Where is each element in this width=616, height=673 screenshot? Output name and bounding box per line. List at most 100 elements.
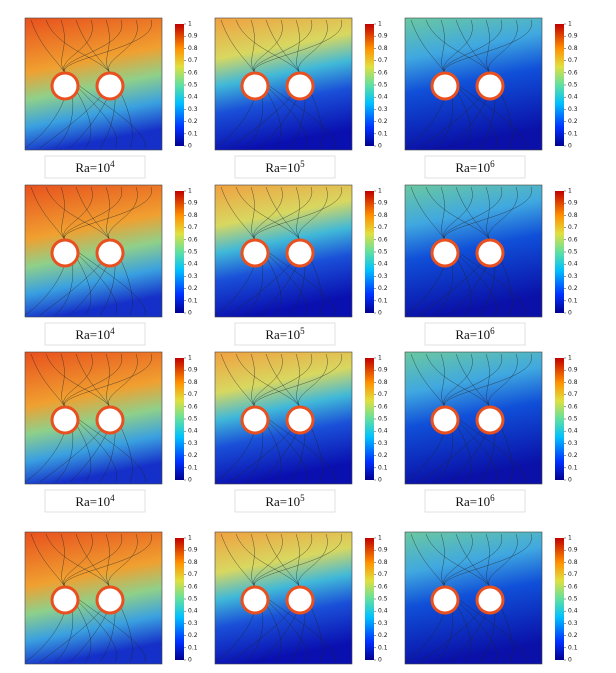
colorbar-tick-label: 0.2 — [378, 632, 388, 639]
label-text: Ra=10 — [75, 494, 110, 509]
colorbar-tick-label: 0.1 — [188, 297, 198, 304]
colorbar-tick-label: 0.9 — [188, 200, 198, 207]
cylinder — [475, 238, 505, 268]
colorbar-tick-label: 0.3 — [378, 273, 388, 280]
colorbar-tick-label: 0.8 — [568, 212, 578, 219]
colorbar-tick-label: 0.1 — [378, 130, 388, 137]
colorbar-tick-label: 1 — [378, 355, 382, 362]
colorbar-tick-label: 0.8 — [568, 45, 578, 52]
label-exponent: 4 — [110, 159, 115, 169]
colorbar-tick-label: 0.4 — [568, 94, 578, 101]
colorbar-tick-label: 0.7 — [188, 224, 198, 231]
colorbar — [175, 191, 184, 313]
panel-label: Ra=105 — [265, 493, 305, 509]
contour-field — [214, 17, 353, 151]
colorbar — [365, 358, 374, 480]
colorbar-tick-label: 0.5 — [188, 596, 198, 603]
colorbar-tick-label: 0.3 — [378, 106, 388, 113]
panel-label: Ra=105 — [265, 326, 305, 342]
label-exponent: 6 — [490, 326, 495, 336]
colorbar-tick-label: 0.7 — [378, 224, 388, 231]
colorbar-tick-label: 0.9 — [568, 547, 578, 554]
colorbar-tick-label: 0.5 — [188, 82, 198, 89]
colorbar-tick-label: 0.6 — [568, 69, 578, 76]
colorbar-tick-label: 0.1 — [188, 644, 198, 651]
colorbar-tick-label: 0.2 — [378, 285, 388, 292]
colorbar-tick-label: 0.2 — [188, 285, 198, 292]
colorbar-tick-label: 0.1 — [568, 464, 578, 471]
cylinder — [430, 238, 460, 268]
panel-label: Ra=104 — [75, 493, 115, 509]
colorbar-tick-label: 0.2 — [378, 452, 388, 459]
label-box — [234, 155, 336, 179]
label-exponent: 4 — [110, 326, 115, 336]
colorbar — [365, 191, 374, 313]
colorbar-tick-label: 0.8 — [188, 45, 198, 52]
colorbar-tick-label: 0.1 — [188, 130, 198, 137]
label-exponent: 6 — [490, 493, 495, 503]
colorbar-tick-label: 0.3 — [378, 440, 388, 447]
colorbar-tick-label: 0.8 — [188, 212, 198, 219]
colorbar-tick-label: 0.6 — [378, 403, 388, 410]
panel: 0 0.1 0.2 0.3 0.4 0.5 0.6 0.7 0.8 0.9 1 Ra=105 — [214, 184, 388, 346]
cylinder — [50, 405, 80, 435]
colorbar-tick-label: 0.4 — [378, 261, 388, 268]
colorbar-tick-label: 0.6 — [568, 583, 578, 590]
colorbar-tick-label: 0 — [378, 143, 382, 150]
colorbar-tick-label: 0.8 — [378, 212, 388, 219]
cylinder — [475, 405, 505, 435]
colorbar-tick-label: 0.9 — [188, 547, 198, 554]
colorbar-tick-label: 0.7 — [568, 391, 578, 398]
label-text: Ra=10 — [455, 494, 490, 509]
colorbar-tick-label: 0 — [188, 477, 192, 484]
colorbar-tick-label: 0.9 — [188, 367, 198, 374]
label-box — [44, 322, 146, 346]
colorbar-tick-label: 0.6 — [568, 403, 578, 410]
label-text: Ra=10 — [265, 494, 300, 509]
colorbar-tick-label: 0 — [568, 143, 572, 150]
colorbar-tick-label: 0.8 — [378, 379, 388, 386]
colorbar — [555, 24, 564, 146]
label-box — [234, 322, 336, 346]
colorbar-tick-label: 0.7 — [188, 391, 198, 398]
colorbar-tick-label: 0.9 — [568, 200, 578, 207]
colorbar-tick-label: 0 — [188, 657, 192, 664]
panel-label: Ra=106 — [455, 326, 495, 342]
colorbar-tick-label: 1 — [188, 188, 192, 195]
colorbar-tick-label: 0.2 — [568, 632, 578, 639]
contour-field — [24, 351, 163, 485]
colorbar — [175, 24, 184, 146]
cylinder — [95, 238, 125, 268]
label-text: Ra=10 — [455, 327, 490, 342]
colorbar-tick-label: 0.8 — [188, 559, 198, 566]
colorbar-tick-label: 0.5 — [378, 416, 388, 423]
colorbar-tick-label: 0.6 — [378, 236, 388, 243]
colorbar-tick-label: 0.9 — [568, 367, 578, 374]
colorbar-tick-label: 0.9 — [568, 33, 578, 40]
colorbar-tick-label: 0.1 — [188, 464, 198, 471]
contour-field — [214, 351, 353, 485]
colorbar-tick-label: 0.3 — [188, 106, 198, 113]
colorbar-tick-label: 0.6 — [568, 236, 578, 243]
colorbar-tick-label: 1 — [378, 535, 382, 542]
colorbar — [555, 191, 564, 313]
colorbar-tick-label: 0.2 — [378, 118, 388, 125]
colorbar-tick-label: 0.3 — [378, 620, 388, 627]
panel: 0 0.1 0.2 0.3 0.4 0.5 0.6 0.7 0.8 0.9 1 Ra=105 — [214, 17, 388, 179]
colorbar-tick-label: 0.2 — [188, 118, 198, 125]
colorbar — [365, 538, 374, 660]
label-exponent: 5 — [300, 493, 305, 503]
colorbar-tick-label: 0.4 — [568, 428, 578, 435]
cylinder — [285, 238, 315, 268]
colorbar-tick-label: 0.3 — [568, 620, 578, 627]
label-box — [424, 489, 526, 513]
cylinder — [240, 405, 270, 435]
colorbar-tick-label: 1 — [378, 21, 382, 28]
